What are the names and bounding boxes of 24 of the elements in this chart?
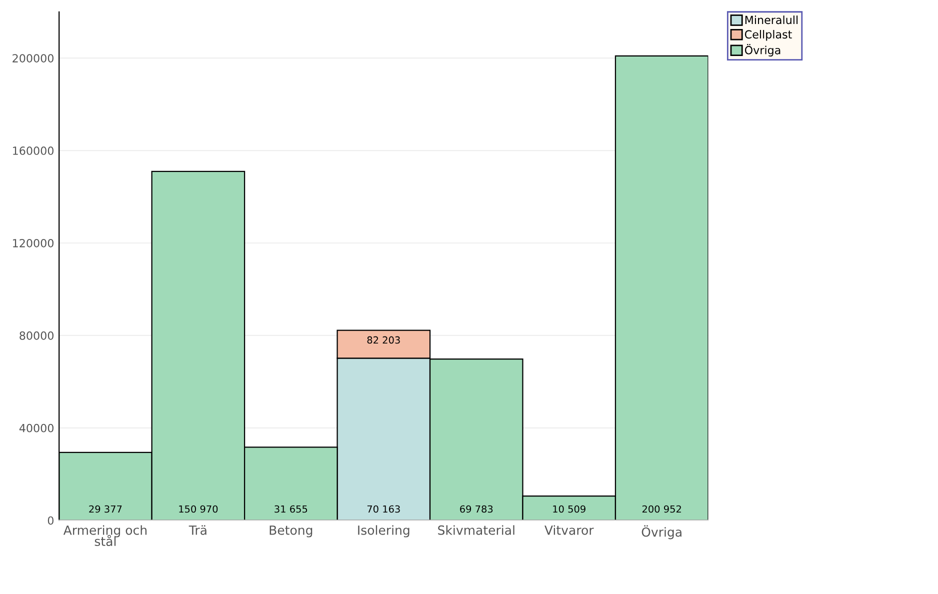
data-label: 29 377 [89, 505, 122, 513]
x-tick-label: Skivmaterial [438, 525, 514, 535]
total-label: 82 203 [367, 336, 400, 344]
y-tick-label: 80000 [20, 331, 54, 340]
data-label: 10 509 [553, 505, 586, 513]
y-tick-label: 40000 [19, 424, 54, 432]
data-label: 69 783 [460, 505, 493, 513]
legend-label: Övriga [744, 44, 780, 56]
x-tick-label: Vitvaror [544, 525, 594, 535]
legend-label: Cellplast [744, 30, 792, 41]
data-label: 70 163 [367, 505, 400, 513]
y-tick-label: 0 [48, 516, 54, 525]
x-tick-label: Armering och stål [63, 525, 147, 546]
legend-label: Mineralull [745, 16, 798, 24]
data-label: 200 952 [642, 505, 681, 513]
data-label: 150 970 [179, 505, 218, 513]
data-label: 31 655 [274, 505, 308, 513]
y-tick-label: 120000 [13, 238, 54, 248]
x-tick-label: Isolering [358, 525, 410, 538]
y-tick-label: 160000 [13, 146, 54, 155]
x-tick-label: Trä [188, 525, 206, 535]
y-tick-label: 200000 [12, 54, 54, 62]
x-tick-label: Övriga [642, 525, 682, 540]
x-tick-label: Betong [270, 526, 312, 538]
